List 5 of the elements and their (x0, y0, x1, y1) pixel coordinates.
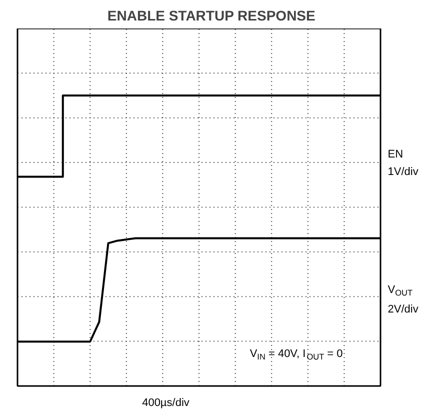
text: 2V/div (388, 304, 419, 316)
text: 400µs/div (142, 397, 190, 410)
text: EN (388, 148, 404, 161)
text: 1V/div (388, 166, 419, 178)
chart-title: ENABLE STARTUP RESPONSE (107, 8, 316, 24)
